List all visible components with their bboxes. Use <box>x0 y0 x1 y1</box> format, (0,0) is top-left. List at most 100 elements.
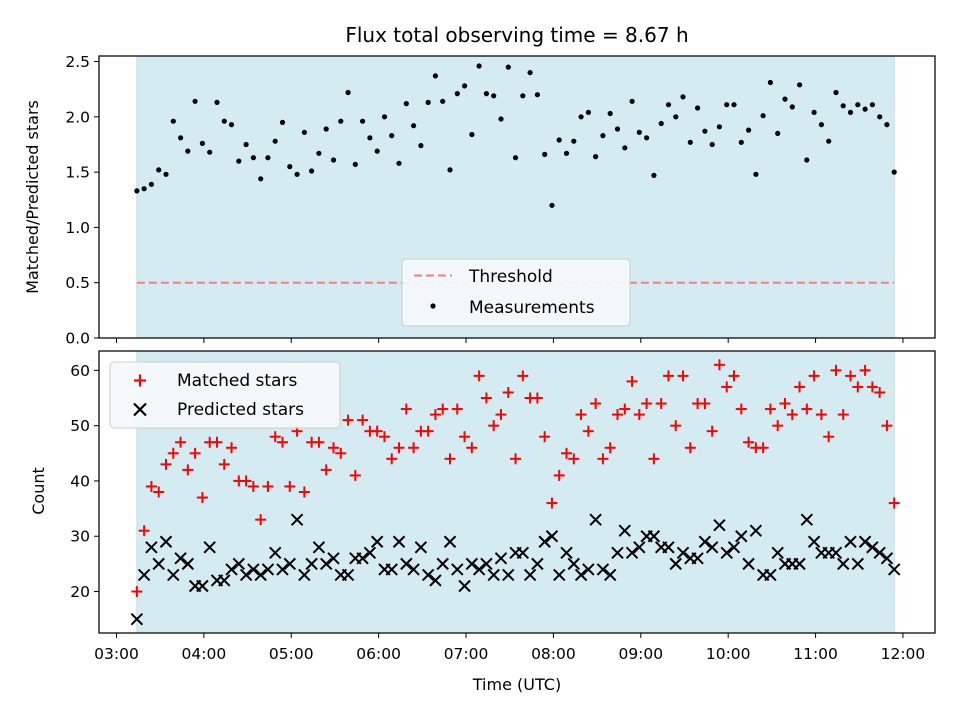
measurement-point <box>665 102 672 108</box>
measurements-legend-label: Measurements <box>469 298 595 318</box>
matched-stars-point <box>422 425 434 437</box>
matched-stars-point <box>298 486 310 498</box>
measurement-point <box>563 150 570 156</box>
matched-stars-point <box>779 398 791 410</box>
matched-stars-point <box>582 425 594 437</box>
predicted-stars-point <box>764 568 777 582</box>
measurement-point <box>746 127 752 133</box>
measurement-point <box>360 118 366 124</box>
measurement-point <box>804 157 810 163</box>
measurement-point <box>236 158 242 164</box>
predicted-stars-point <box>429 574 442 587</box>
predicted-stars-point <box>370 535 384 548</box>
measurement-point <box>731 102 737 108</box>
matched-stars-point <box>830 364 842 376</box>
predicted-stars-point <box>538 535 551 548</box>
measurement-point <box>826 138 832 144</box>
predicted-stars-point <box>472 563 486 576</box>
matched-stars-point <box>604 442 616 454</box>
matched-stars-point <box>510 453 522 465</box>
matched-stars-point <box>466 442 478 454</box>
matched-stars-point <box>641 398 653 410</box>
matched-stars-point <box>480 392 492 404</box>
measurement-point <box>811 109 817 115</box>
measurement-point <box>294 171 300 177</box>
measurement-point <box>614 126 621 132</box>
matched-stars-point <box>437 403 449 415</box>
measurement-point <box>709 141 715 148</box>
measurement-point <box>869 102 876 108</box>
predicted-stars-point <box>341 568 355 582</box>
predicted-stars-point <box>225 563 238 576</box>
top-legend-box <box>401 258 631 327</box>
matched-stars-point <box>313 436 325 448</box>
measurement-point <box>381 114 388 120</box>
matched-stars-point <box>473 370 485 382</box>
measurement-point <box>309 168 315 174</box>
predicted-stars-point <box>742 557 755 571</box>
matched-stars-point <box>160 458 172 470</box>
predicted-stars-point <box>254 568 267 582</box>
measurement-point <box>833 89 839 96</box>
matched-stars-point <box>429 409 441 421</box>
predicted-stars-point <box>669 557 682 571</box>
matched-stars-point <box>226 442 238 454</box>
x-tick-label: 08:00 <box>531 645 576 663</box>
measurement-point <box>760 113 766 119</box>
measurement-point <box>600 133 606 139</box>
predicted-stars-point <box>829 546 843 560</box>
predicted-stars-point <box>844 535 857 548</box>
chart-title: Flux total observing time = 8.67 h <box>345 23 688 47</box>
predicted-stars-point <box>553 568 566 582</box>
matched-stars-point <box>495 409 507 421</box>
matched-stars-point <box>881 420 893 432</box>
predicted-stars-point <box>800 513 814 526</box>
bottom-x-axis-ticks: 03:00 04:00 05:00 06:00 07:00 08:00 09:00 10:00… <box>94 633 925 663</box>
predicted-stars-point <box>181 557 195 571</box>
x-tick-label: 10:00 <box>706 645 751 663</box>
matched-stars-point <box>684 442 696 454</box>
matched-stars-point <box>845 370 857 382</box>
matched-stars-point <box>808 370 820 382</box>
matched-stars-point <box>859 364 871 376</box>
predicted-stars-point <box>130 612 144 626</box>
measurement-point <box>374 148 380 154</box>
predicted-stars-legend-label: Predicted stars <box>177 400 304 420</box>
matched-stars-point <box>342 414 354 426</box>
measurement-point <box>512 155 519 161</box>
predicted-stars-point <box>793 557 806 571</box>
matched-stars-point <box>400 403 412 415</box>
predicted-stars-point <box>713 518 726 532</box>
predicted-stars-point <box>516 546 530 560</box>
measurement-point <box>440 98 446 104</box>
measurement-point <box>476 63 482 69</box>
matched-stars-point <box>408 442 420 454</box>
measurement-point <box>338 118 344 124</box>
measurement-point <box>687 139 693 145</box>
x-tick-label: 04:00 <box>182 645 227 663</box>
matched-stars-point <box>531 392 543 404</box>
matched-stars-point <box>444 453 456 465</box>
predicted-stars-point <box>880 552 894 565</box>
measurement-point <box>738 139 744 145</box>
matched-stars-point <box>764 403 776 415</box>
measurements-legend-marker <box>430 303 436 309</box>
threshold-legend-label: Threshold <box>468 267 553 287</box>
predicted-stars-point <box>487 568 500 582</box>
predicted-stars-point <box>385 563 398 576</box>
measurement-point <box>695 105 701 111</box>
measurement-point <box>483 91 489 97</box>
matched-stars-point <box>327 442 339 454</box>
matched-stars-point <box>852 381 864 393</box>
x-tick-label: 06:00 <box>356 645 401 663</box>
predicted-stars-point <box>705 541 719 554</box>
matched-stars-point <box>728 370 740 382</box>
predicted-stars-point <box>866 541 879 554</box>
measurement-point <box>207 149 213 155</box>
predicted-stars-points <box>130 513 901 626</box>
measurement-point <box>702 128 708 134</box>
measurement-point <box>797 82 803 88</box>
predicted-stars-point <box>443 535 457 548</box>
matched-stars-point <box>546 497 558 509</box>
